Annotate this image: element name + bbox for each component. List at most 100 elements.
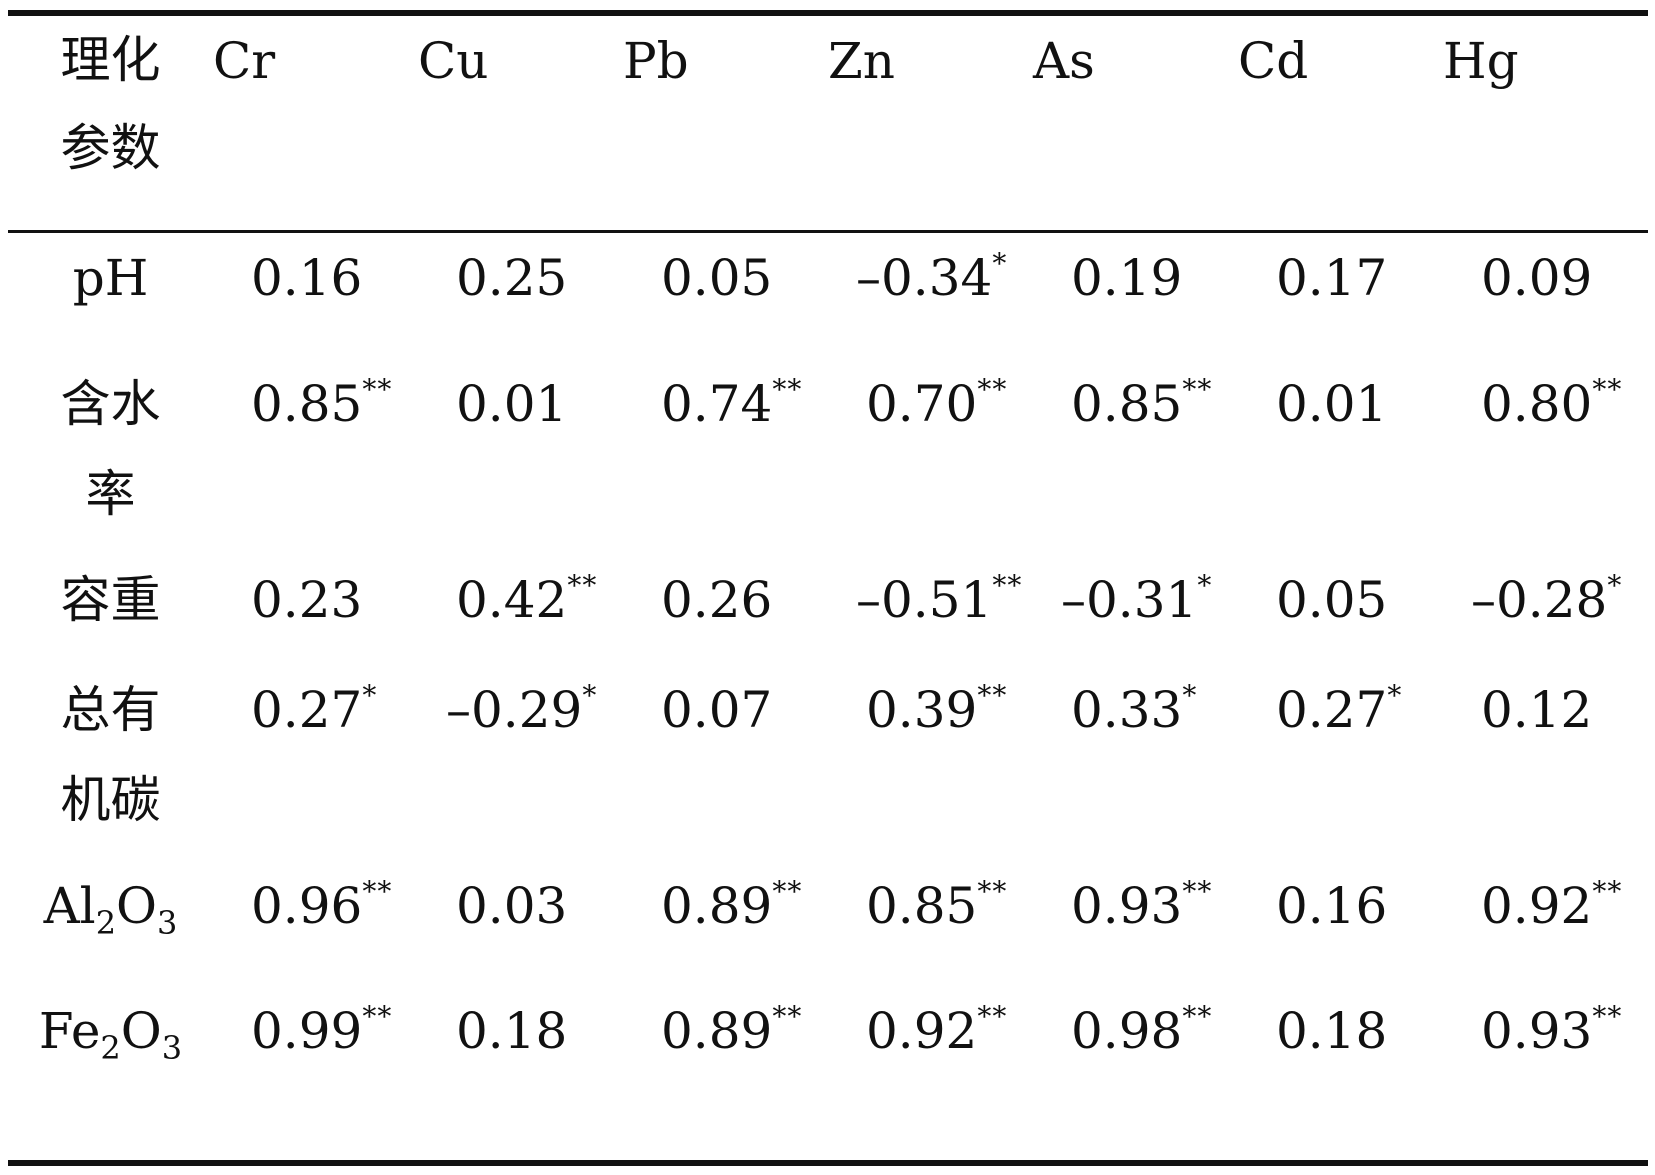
significance-mark: ** [772,875,803,908]
table-cell: 0.18 [418,986,623,1099]
significance-mark: ** [977,373,1008,406]
table-cell: 0.27* [213,665,418,861]
cell-value: 0.33 [1071,681,1183,739]
significance-mark: ** [977,1000,1008,1033]
table-row: Fe2O3 0.99** 0.18 0.89** 0.92** 0.98** 0… [8,986,1648,1099]
table-cell: 0.74** [623,359,828,555]
table-row: Al2O3 0.96** 0.03 0.89** 0.85** 0.93** 0… [8,861,1648,986]
cell-value: 0.26 [661,571,773,629]
cell-value: 0.12 [1481,681,1593,739]
cell-value: 0.05 [661,249,773,307]
table-cell: 0.85** [828,861,1033,986]
table-cell: 0.01 [418,359,623,555]
table-cell: –0.28* [1443,555,1648,665]
significance-mark: ** [992,569,1023,602]
table-cell: 0.85** [213,359,418,555]
table-body: pH 0.16 0.25 0.05 –0.34* 0.19 0.17 0.09 … [8,233,1648,1099]
table-cell: 0.93** [1033,861,1238,986]
table-cell: 0.05 [1238,555,1443,665]
cell-value: 0.18 [1276,1002,1388,1060]
table-header: 理化参数 Cr Cu Pb Zn As Cd Hg [8,16,1648,230]
significance-mark: * [1387,679,1403,712]
significance-mark: ** [567,569,598,602]
cell-value: 0.98 [1071,1002,1183,1060]
header-metal-hg: Hg [1443,32,1519,90]
cell-value: 0.23 [251,571,363,629]
table-cell: 0.27* [1238,665,1443,861]
table-cell: 0.89** [623,986,828,1099]
table-cell: 0.03 [418,861,623,986]
significance-mark: * [362,679,378,712]
significance-mark: * [1197,569,1213,602]
table-cell: 0.99** [213,986,418,1099]
significance-mark: ** [1182,373,1213,406]
table-cell: 0.16 [213,233,418,359]
table-cell: 0.89** [623,861,828,986]
cell-value: 0.39 [866,681,978,739]
significance-mark: ** [772,373,803,406]
cell-value: 0.92 [866,1002,978,1060]
significance-mark: * [992,247,1008,280]
table-cell: 0.09 [1443,233,1648,359]
table-cell: 0.33* [1033,665,1238,861]
cell-value: 0.27 [1276,681,1388,739]
table-cell: –0.31* [1033,555,1238,665]
table-cell: –0.29* [418,665,623,861]
table-cell: 0.19 [1033,233,1238,359]
cell-value: 0.85 [866,877,978,935]
table-cell: 0.92** [828,986,1033,1099]
table-cell: 0.25 [418,233,623,359]
header-metal-as: As [1033,32,1095,90]
cell-value: 0.09 [1481,249,1593,307]
header-metal-cu: Cu [418,32,489,90]
row-param-label: 含水率 [60,375,161,523]
cell-value: 0.18 [456,1002,568,1060]
table-cell: 0.93** [1443,986,1648,1099]
table-cell: 0.85** [1033,359,1238,555]
significance-mark: ** [362,875,393,908]
header-metal-cr: Cr [213,32,276,90]
cell-value: 0.93 [1481,1002,1593,1060]
cell-value: 0.70 [866,375,978,433]
header-metal-cd: Cd [1238,32,1309,90]
cell-value: 0.01 [456,375,568,433]
cell-value: 0.42 [456,571,568,629]
cell-value: –0.31 [1061,571,1198,629]
cell-value: 0.27 [251,681,363,739]
table-cell: 0.39** [828,665,1033,861]
row-param-label: 容重 [60,571,161,629]
cell-value: 0.85 [251,375,363,433]
cell-value: 0.80 [1481,375,1593,433]
significance-mark: ** [1592,875,1623,908]
cell-value: 0.93 [1071,877,1183,935]
significance-mark: * [582,679,598,712]
cell-value: –0.28 [1471,571,1608,629]
significance-mark: ** [1182,1000,1213,1033]
table-cell: –0.34* [828,233,1033,359]
table-cell: 0.42** [418,555,623,665]
table-cell: 0.96** [213,861,418,986]
significance-mark: ** [1592,373,1623,406]
cell-value: 0.89 [661,1002,773,1060]
cell-value: –0.29 [446,681,583,739]
header-row: 理化参数 Cr Cu Pb Zn As Cd Hg [8,16,1648,230]
table-cell: 0.98** [1033,986,1238,1099]
table-cell: 0.17 [1238,233,1443,359]
table-cell: 0.26 [623,555,828,665]
table-row: 含水率 0.85** 0.01 0.74** 0.70** 0.85** 0.0… [8,359,1648,555]
cell-value: 0.16 [251,249,363,307]
cell-value: 0.05 [1276,571,1388,629]
cell-value: 0.92 [1481,877,1593,935]
header-metal-pb: Pb [623,32,689,90]
row-param-label: Fe2O3 [38,1002,183,1067]
cell-value: –0.34 [856,249,993,307]
table-cell: 0.12 [1443,665,1648,861]
cell-value: 0.96 [251,877,363,935]
cell-value: 0.19 [1071,249,1183,307]
cell-value: 0.01 [1276,375,1388,433]
table-cell: 0.05 [623,233,828,359]
significance-mark: * [1607,569,1623,602]
significance-mark: ** [977,875,1008,908]
significance-mark: * [1182,679,1198,712]
cell-value: 0.07 [661,681,773,739]
